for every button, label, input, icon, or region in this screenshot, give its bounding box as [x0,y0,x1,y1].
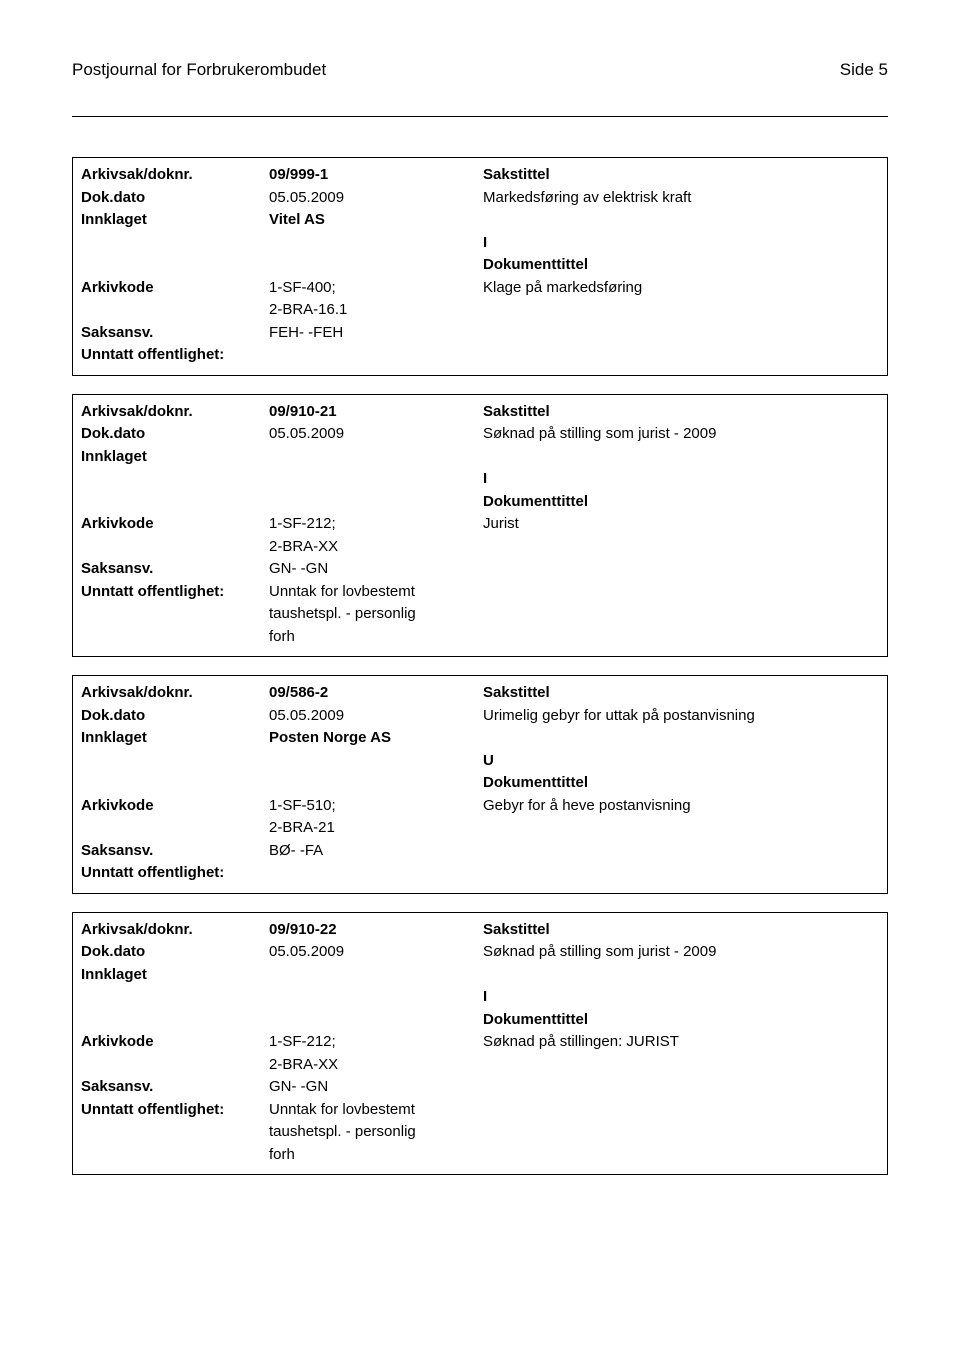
label-saksansv: Saksansv. [81,1076,269,1099]
label-sakstittel: Sakstittel [483,682,879,705]
record: Arkivsak/doknr. 09/586-2 Sakstittel Dok.… [72,675,888,894]
label-dokumenttittel: Dokumenttittel [483,1009,879,1032]
value-arkivkode-bottom: 2-BRA-XX [269,1054,483,1077]
value-dokdato: 05.05.2009 [269,705,483,728]
label-innklaget: Innklaget [81,964,269,987]
records-list: Arkivsak/doknr. 09/999-1 Sakstittel Dok.… [72,157,888,1175]
value-doktittel: Søknad på stillingen: JURIST [483,1031,879,1054]
value-arkivkode-bottom: 2-BRA-XX [269,536,483,559]
value-doknr: 09/910-22 [269,919,483,942]
page-number: Side 5 [840,60,888,80]
label-unntatt: Unntatt offentlighet: [81,1099,269,1122]
value-arkivkode-top: 1-SF-400; [269,277,483,300]
record: Arkivsak/doknr. 09/999-1 Sakstittel Dok.… [72,157,888,376]
label-arkivkode: Arkivkode [81,277,269,300]
record: Arkivsak/doknr. 09/910-21 Sakstittel Dok… [72,394,888,658]
header-divider [72,116,888,117]
value-unntatt-l1: Unntak for lovbestemt [269,1099,483,1122]
value-doknr: 09/999-1 [269,164,483,187]
label-dokumenttittel: Dokumenttittel [483,772,879,795]
value-doktittel: Klage på markedsføring [483,277,879,300]
value-doknr: 09/910-21 [269,401,483,424]
value-unntatt-l2: taushetspl. - personlig [269,603,483,626]
label-innklaget: Innklaget [81,727,269,750]
label-arkivsak-doknr: Arkivsak/doknr. [81,401,269,424]
value-sakstittel: Urimelig gebyr for uttak på postanvisnin… [483,705,879,728]
label-sakstittel: Sakstittel [483,401,879,424]
value-doktittel: Jurist [483,513,879,536]
value-direction: I [483,468,879,491]
value-dokdato: 05.05.2009 [269,187,483,210]
label-arkivkode: Arkivkode [81,1031,269,1054]
label-unntatt: Unntatt offentlighet: [81,581,269,604]
page-header: Postjournal for Forbrukerombudet Side 5 [72,60,888,80]
label-dokdato: Dok.dato [81,705,269,728]
label-dokdato: Dok.dato [81,423,269,446]
value-dokdato: 05.05.2009 [269,423,483,446]
value-sakstittel: Søknad på stilling som jurist - 2009 [483,941,879,964]
label-dokdato: Dok.dato [81,187,269,210]
label-arkivkode: Arkivkode [81,795,269,818]
value-arkivkode-top: 1-SF-510; [269,795,483,818]
label-arkivsak-doknr: Arkivsak/doknr. [81,164,269,187]
label-arkivsak-doknr: Arkivsak/doknr. [81,919,269,942]
value-direction: U [483,750,879,773]
value-dokdato: 05.05.2009 [269,941,483,964]
value-doknr: 09/586-2 [269,682,483,705]
value-doktittel: Gebyr for å heve postanvisning [483,795,879,818]
label-innklaget: Innklaget [81,446,269,469]
label-sakstittel: Sakstittel [483,164,879,187]
label-saksansv: Saksansv. [81,840,269,863]
record: Arkivsak/doknr. 09/910-22 Sakstittel Dok… [72,912,888,1176]
value-unntatt-l1: Unntak for lovbestemt [269,581,483,604]
value-unntatt-l3: forh [269,1144,483,1167]
value-arkivkode-bottom: 2-BRA-16.1 [269,299,483,322]
value-saksansv: FEH- -FEH [269,322,483,345]
label-saksansv: Saksansv. [81,322,269,345]
value-saksansv: GN- -GN [269,1076,483,1099]
value-saksansv: BØ- -FA [269,840,483,863]
label-innklaget: Innklaget [81,209,269,232]
value-direction: I [483,232,879,255]
label-dokumenttittel: Dokumenttittel [483,254,879,277]
value-direction: I [483,986,879,1009]
label-dokumenttittel: Dokumenttittel [483,491,879,514]
label-arkivkode: Arkivkode [81,513,269,536]
label-unntatt: Unntatt offentlighet: [81,344,269,367]
value-unntatt-l2: taushetspl. - personlig [269,1121,483,1144]
value-innklaget: Vitel AS [269,209,483,232]
journal-title: Postjournal for Forbrukerombudet [72,60,326,80]
label-dokdato: Dok.dato [81,941,269,964]
label-saksansv: Saksansv. [81,558,269,581]
page-container: Postjournal for Forbrukerombudet Side 5 … [0,0,960,1233]
value-saksansv: GN- -GN [269,558,483,581]
value-arkivkode-bottom: 2-BRA-21 [269,817,483,840]
label-arkivsak-doknr: Arkivsak/doknr. [81,682,269,705]
value-unntatt-l3: forh [269,626,483,649]
label-unntatt: Unntatt offentlighet: [81,862,269,885]
value-innklaget: Posten Norge AS [269,727,483,750]
value-sakstittel: Søknad på stilling som jurist - 2009 [483,423,879,446]
value-arkivkode-top: 1-SF-212; [269,1031,483,1054]
label-sakstittel: Sakstittel [483,919,879,942]
value-arkivkode-top: 1-SF-212; [269,513,483,536]
value-sakstittel: Markedsføring av elektrisk kraft [483,187,879,210]
